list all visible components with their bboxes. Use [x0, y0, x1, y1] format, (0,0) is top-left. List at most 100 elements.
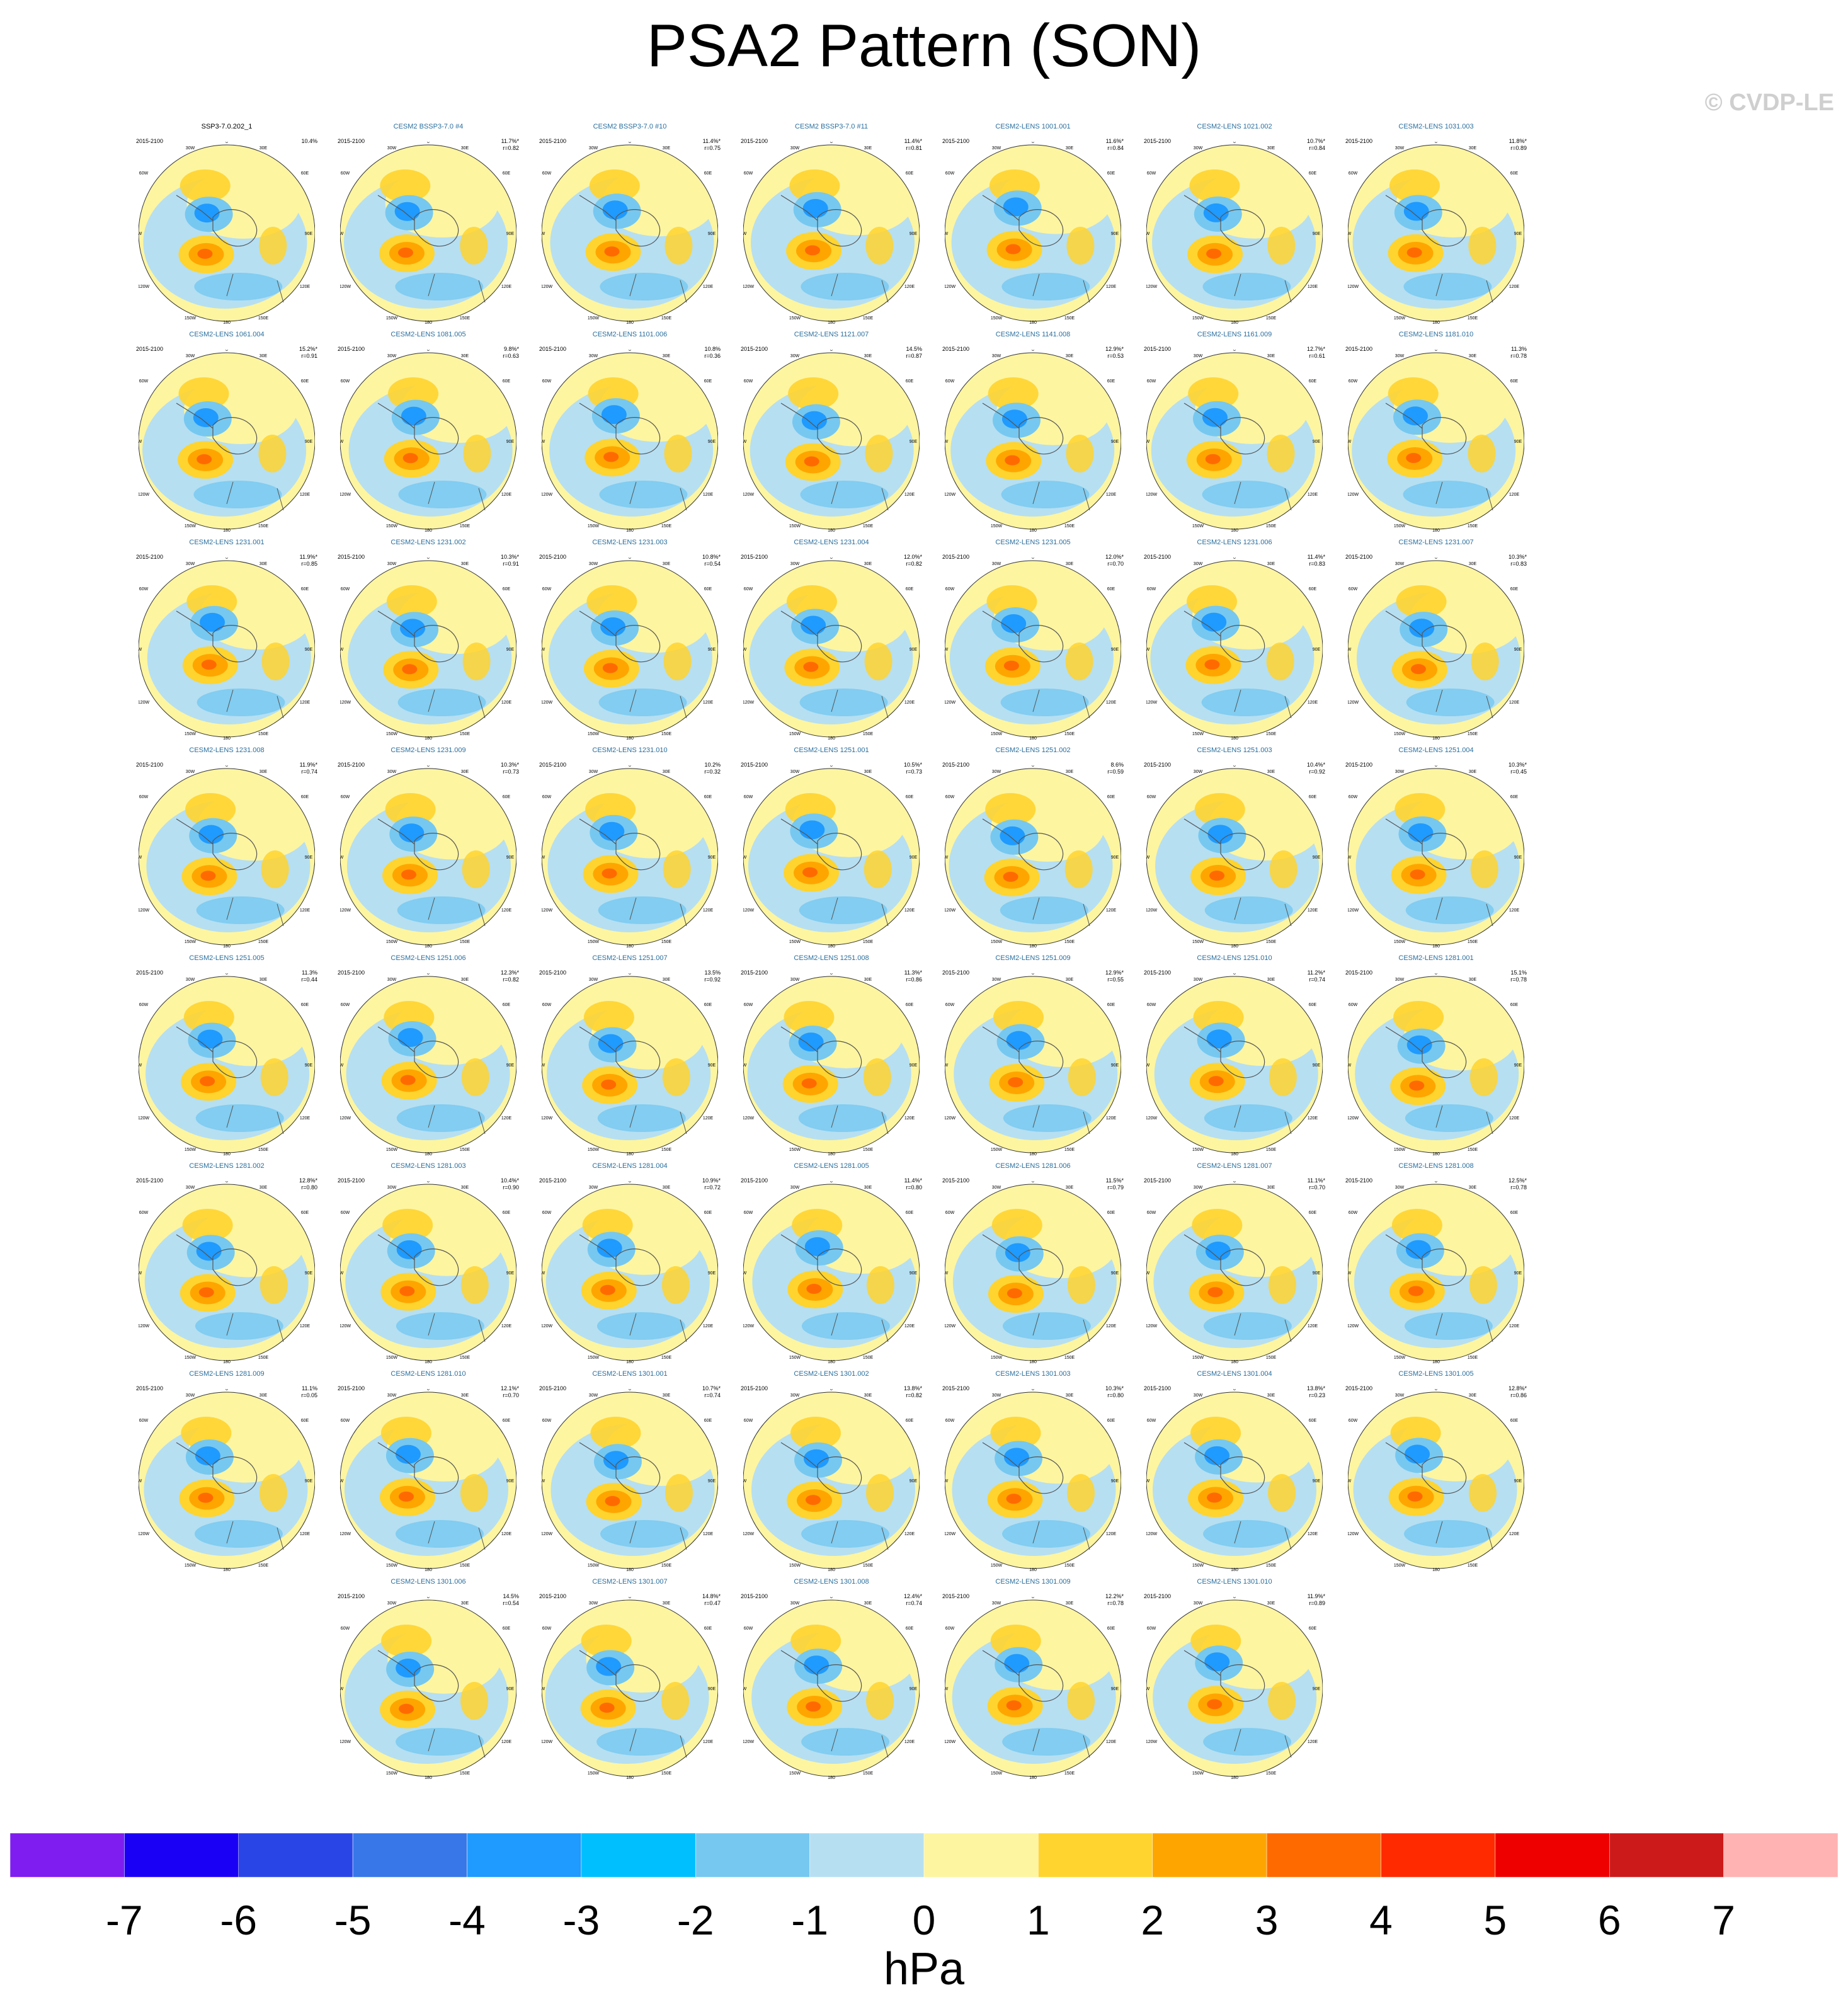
- map-tick-label: 90W: [1146, 232, 1150, 236]
- panel-title: CESM2 BSSP3-7.0 #10: [593, 123, 667, 130]
- map-tick-label: 150E: [1266, 1771, 1277, 1776]
- panel-pattern-corr: r=0.59: [1107, 769, 1124, 775]
- polar-map: 0 30W 30E 60W 60E 90W 90E 120W 120E 150W 150E 180: [1146, 350, 1323, 532]
- map-tick-label: 180: [223, 944, 231, 948]
- map-tick-label: 180: [425, 1360, 432, 1364]
- panel-stats: 12.1%* r=0.70: [501, 1385, 519, 1399]
- panel-stats: 12.8%* r=0.86: [1509, 1385, 1527, 1399]
- map-tick-label: 90W: [945, 648, 949, 652]
- map-tick-label: 120W: [743, 1324, 755, 1329]
- map-tick-label: 120W: [945, 1532, 956, 1536]
- map-tick-label: 30E: [1066, 1186, 1074, 1190]
- map-tick-label: 150E: [1064, 940, 1075, 944]
- map-tick-label: 150W: [1394, 1356, 1406, 1360]
- map-tick-label: 120W: [945, 700, 956, 705]
- polar-map: 0 30W 30E 60W 60E 90W 90E 120W 120E 150W 150E 180: [1146, 973, 1323, 1156]
- panel-variance-pct: 11.4%*: [904, 1177, 922, 1184]
- map-tick-label: 120W: [945, 493, 956, 497]
- panel-variance-pct: 12.9%*: [1105, 969, 1124, 976]
- map-tick-label: 30W: [589, 770, 598, 774]
- panel-pattern-corr: r=0.80: [906, 1184, 922, 1191]
- panel-pattern-corr: r=0.53: [1107, 353, 1124, 359]
- map-tick-label: 180: [425, 1152, 432, 1156]
- map-tick-label: 180: [223, 736, 231, 740]
- map-tick-label: 60E: [1510, 171, 1519, 176]
- map-tick-label: 150W: [789, 940, 801, 944]
- map-tick-label: 150W: [588, 1356, 600, 1360]
- map-tick-label: 30E: [1267, 978, 1275, 982]
- map-tick-label: 150W: [185, 1148, 197, 1152]
- panel-variance-pct: 11.6%*: [1105, 138, 1124, 144]
- panel-pattern-corr: r=0.78: [1510, 353, 1527, 359]
- page-title: PSA2 Pattern (SON): [646, 12, 1202, 79]
- map-tick-label: 90W: [945, 1063, 949, 1068]
- panel-title: CESM2-LENS 1301.004: [1197, 1370, 1272, 1378]
- map-tick-label: 180: [223, 321, 231, 324]
- map-panel: CESM2-LENS 1081.005 2015-2100 9.8%* r=0.63 0…: [334, 331, 523, 532]
- map-tick-label: 30E: [1469, 978, 1477, 982]
- panel-pattern-corr: r=0.82: [906, 1392, 922, 1398]
- panel-stats: 13.8%* r=0.82: [904, 1385, 922, 1399]
- map-tick-label: 90W: [1146, 855, 1150, 860]
- map-tick-label: 60E: [503, 1419, 511, 1423]
- map-tick-label: 90W: [743, 855, 747, 860]
- panel-pattern-corr: r=0.82: [503, 145, 519, 151]
- panel-stats: 11.8%* r=0.89: [1509, 138, 1527, 152]
- map-tick-label: 60W: [341, 379, 350, 384]
- colorbar-tick-label: -1: [791, 1897, 828, 1943]
- map-tick-label: 120W: [1146, 1324, 1158, 1329]
- panel-variance-pct: 14.5%: [503, 1593, 519, 1599]
- panel-variance-pct: 10.5%*: [903, 762, 922, 768]
- map-tick-label: 60W: [1349, 171, 1358, 176]
- polar-map: 0 30W 30E 60W 60E 90W 90E 120W 120E 150W 150E 180: [945, 765, 1121, 948]
- panel-pattern-corr: r=0.44: [301, 976, 317, 983]
- map-panel: CESM2-LENS 1251.004 2015-2100 10.3%* r=0.45…: [1342, 746, 1531, 948]
- map-tick-label: 60E: [1510, 1419, 1519, 1423]
- map-tick-label: 180: [1432, 1152, 1440, 1156]
- panel-variance-pct: 13.8%*: [1306, 1385, 1325, 1392]
- map-panel: CESM2-LENS 1281.004 2015-2100 10.9%* r=0.72…: [535, 1162, 724, 1364]
- panel-period: 2015-2100: [338, 1177, 365, 1184]
- map-tick-label: 120W: [743, 1740, 755, 1744]
- colorbar-tick-label: 5: [1483, 1897, 1507, 1943]
- panel-title: CESM2-LENS 1251.007: [592, 954, 668, 962]
- map-tick-label: 0: [1032, 973, 1034, 976]
- map-tick-label: 90E: [708, 648, 716, 652]
- panel-period: 2015-2100: [942, 1593, 970, 1599]
- map-tick-label: 30W: [1194, 1601, 1203, 1606]
- map-tick-label: 30W: [186, 146, 195, 151]
- map-tick-label: 60E: [704, 1003, 712, 1007]
- map-tick-label: 0: [830, 557, 833, 560]
- panel-variance-pct: 15.1%: [1510, 969, 1527, 976]
- panel-variance-pct: 12.8%*: [1508, 1385, 1527, 1392]
- map-panel: CESM2-LENS 1231.001 2015-2100 11.9%* r=0.85…: [132, 539, 321, 740]
- map-tick-label: 0: [1435, 142, 1437, 144]
- panel-stats: 13.8%* r=0.23: [1307, 1385, 1325, 1399]
- polar-map: 0 30W 30E 60W 60E 90W 90E 120W 120E 150W 150E 180: [542, 557, 718, 740]
- map-tick-label: 60E: [1309, 1419, 1317, 1423]
- panel-period: 2015-2100: [136, 762, 164, 768]
- panel-period: 2015-2100: [741, 762, 768, 768]
- map-tick-label: 120E: [300, 1324, 311, 1329]
- panel-stats: 11.4%* r=0.80: [904, 1177, 922, 1191]
- panel-variance-pct: 13.8%*: [903, 1385, 922, 1392]
- panel-title: CESM2-LENS 1231.008: [189, 746, 265, 754]
- map-tick-label: 60W: [139, 795, 149, 799]
- map-tick-label: 150W: [386, 1148, 398, 1152]
- map-tick-label: 60W: [139, 1419, 149, 1423]
- map-tick-label: 0: [830, 142, 833, 144]
- panel-stats: 11.2%* r=0.74: [1308, 969, 1325, 983]
- map-tick-label: 150E: [661, 524, 672, 529]
- panel-period: 2015-2100: [136, 969, 164, 976]
- panel-period: 2015-2100: [1144, 1177, 1172, 1184]
- map-tick-label: 60W: [945, 1419, 955, 1423]
- panel-pattern-corr: r=0.92: [1309, 769, 1325, 775]
- map-tick-label: 60E: [301, 587, 309, 592]
- panel-variance-pct: 11.9%*: [299, 554, 317, 560]
- panel-variance-pct: 10.7%*: [702, 1385, 721, 1392]
- map-tick-label: 30W: [1395, 1393, 1405, 1398]
- map-tick-label: 120W: [542, 493, 553, 497]
- panel-title: CESM2-LENS 1231.009: [391, 746, 466, 754]
- map-tick-label: 60E: [906, 1211, 914, 1215]
- map-tick-label: 150W: [1394, 732, 1406, 736]
